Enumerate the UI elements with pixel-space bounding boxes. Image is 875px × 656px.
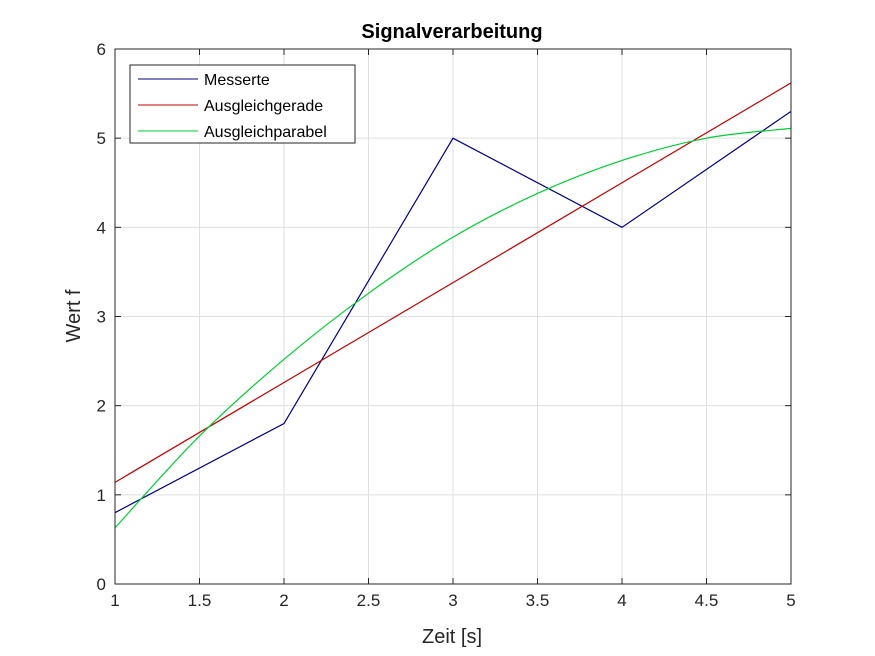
series-line-ausgleichparabel [114, 127, 792, 529]
x-tick-label: 4 [617, 591, 626, 610]
x-tick-label: 2 [279, 591, 288, 610]
y-tick-label: 6 [97, 40, 106, 59]
legend: Messerte Ausgleichgerade Ausgleichparabe… [129, 64, 356, 144]
legend-box [129, 64, 356, 144]
axes [114, 48, 792, 585]
x-tick-label: 4.5 [695, 591, 719, 610]
x-tick-label: 1.5 [188, 591, 212, 610]
x-tick-label: 5 [786, 591, 795, 610]
y-tick-label: 1 [97, 486, 106, 505]
y-tick-label: 2 [97, 397, 106, 416]
chart-title: Signalverarbeitung [361, 21, 542, 43]
x-axis-label: Zeit [s] [422, 626, 482, 648]
y-tick-label: 3 [97, 308, 106, 327]
series-group [114, 82, 792, 529]
y-tick-label: 0 [97, 575, 106, 594]
y-tick-label: 4 [97, 218, 106, 237]
series-line-ausgleichgerade [114, 82, 792, 483]
y-axis-label: Wert f [63, 289, 85, 342]
legend-label-ausgleichparabel: Ausgleichparabel [204, 124, 327, 141]
x-tick-label: 1 [110, 591, 119, 610]
x-tick-label: 3 [448, 591, 457, 610]
x-tick-label: 3.5 [526, 591, 550, 610]
legend-label-ausgleichgerade: Ausgleichgerade [204, 98, 323, 115]
y-tick-label: 5 [97, 129, 106, 148]
series-line-messerte [114, 110, 792, 514]
legend-label-messerte: Messerte [204, 72, 270, 89]
x-tick-label: 2.5 [357, 591, 381, 610]
